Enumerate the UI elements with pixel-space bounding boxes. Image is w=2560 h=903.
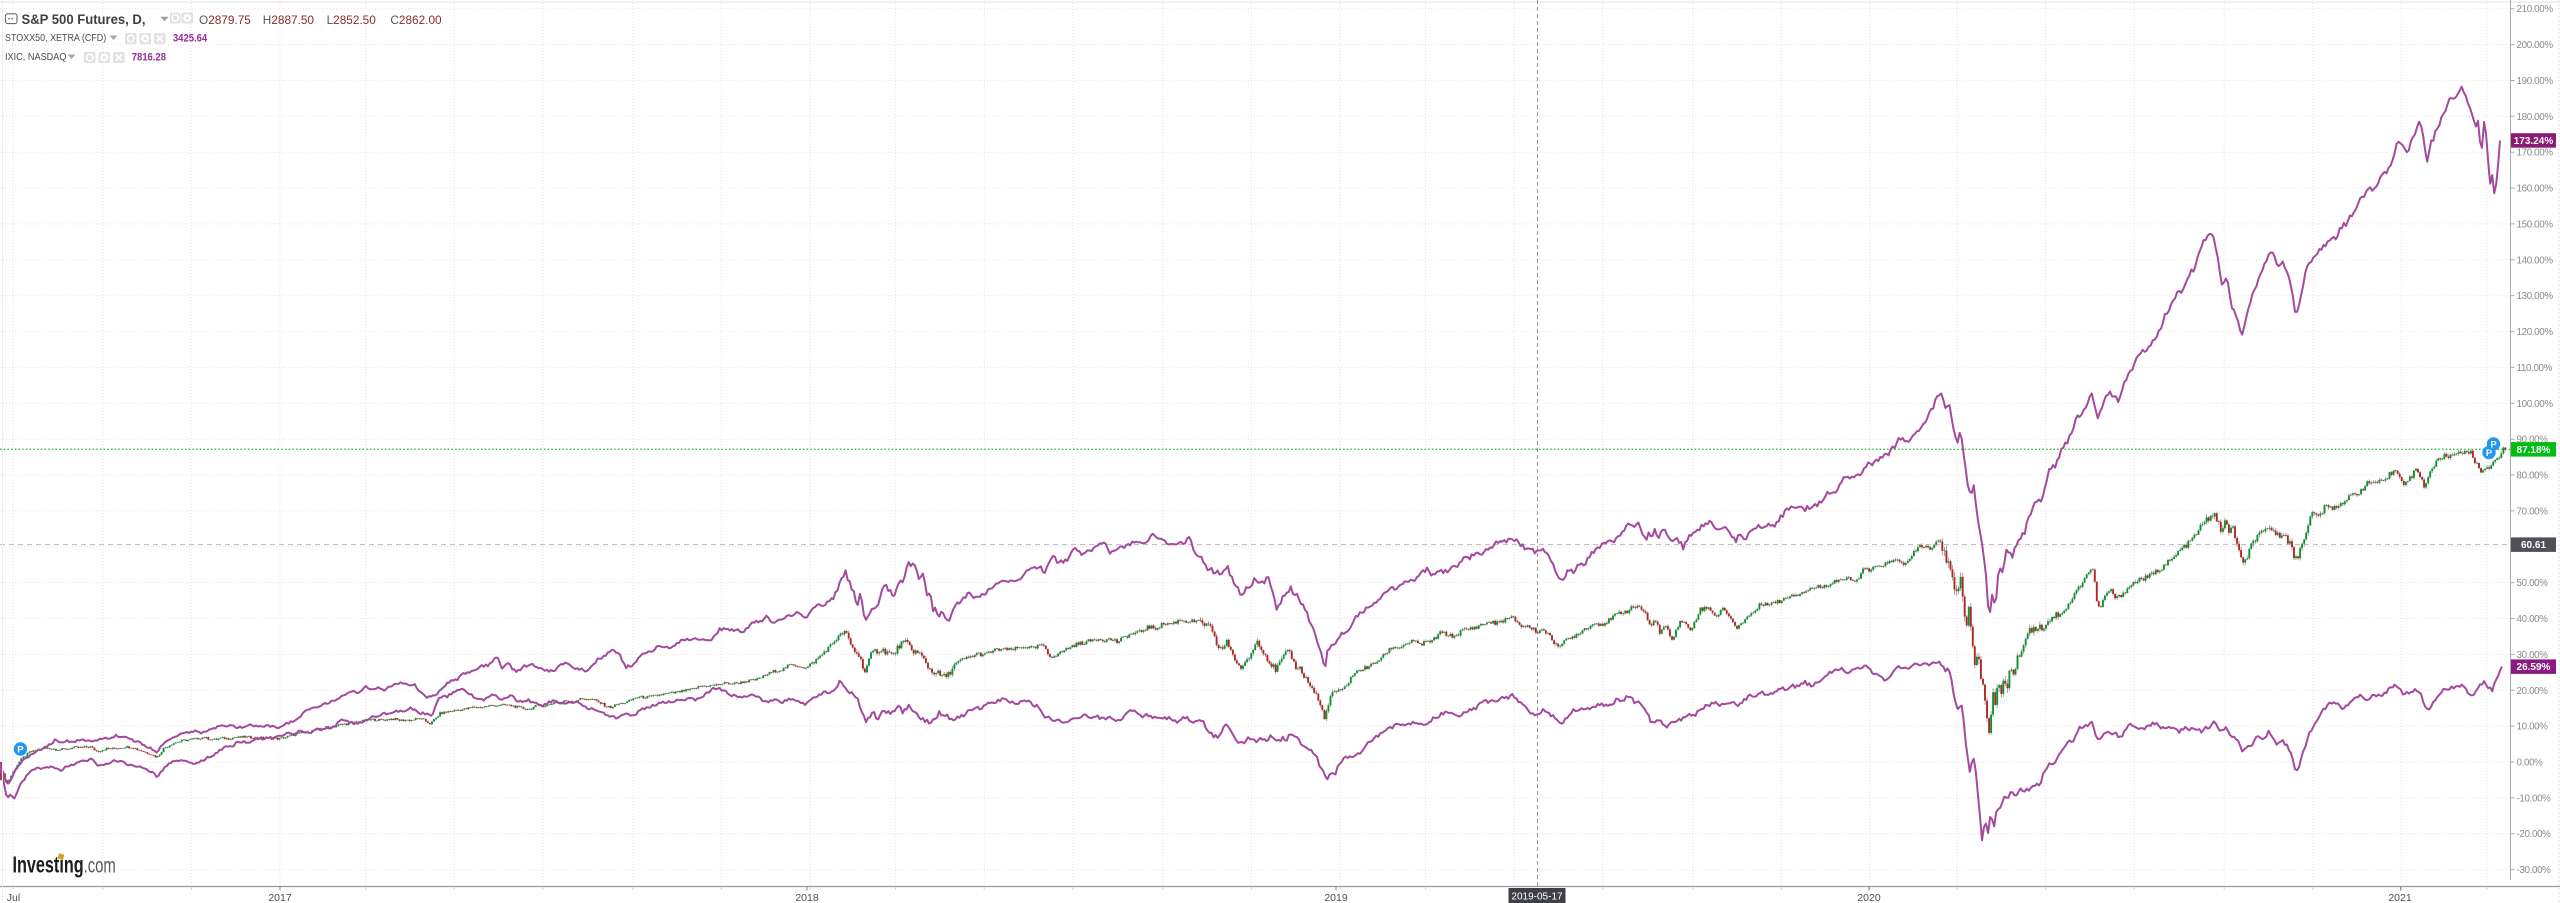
svg-text:2017: 2017 (268, 892, 292, 903)
svg-text:173.24%: 173.24% (2514, 136, 2554, 147)
svg-text:150.00%: 150.00% (2517, 219, 2554, 230)
svg-text:200.00%: 200.00% (2517, 40, 2554, 51)
svg-text:20.00%: 20.00% (2517, 686, 2549, 697)
svg-text:60.61: 60.61 (2521, 540, 2546, 551)
svg-text:190.00%: 190.00% (2517, 76, 2554, 87)
svg-text:P: P (2486, 448, 2493, 459)
svg-text:140.00%: 140.00% (2517, 255, 2554, 266)
svg-text:100.00%: 100.00% (2517, 399, 2554, 410)
svg-text:H2887.50: H2887.50 (263, 13, 315, 27)
svg-text:10.00%: 10.00% (2517, 722, 2549, 733)
svg-text:50.00%: 50.00% (2517, 578, 2549, 589)
svg-text:O2879.75: O2879.75 (199, 13, 251, 27)
svg-text:170.00%: 170.00% (2517, 148, 2554, 159)
svg-text:STOXX50, XETRA (CFD): STOXX50, XETRA (CFD) (5, 33, 106, 44)
svg-text:7816.28: 7816.28 (132, 52, 166, 64)
svg-text:P: P (2490, 439, 2497, 450)
svg-text:80.00%: 80.00% (2517, 471, 2549, 482)
svg-text:L2852.50: L2852.50 (327, 13, 377, 27)
svg-text:C2862.00: C2862.00 (390, 13, 442, 27)
svg-text:3425.64: 3425.64 (173, 33, 207, 45)
svg-text:2019: 2019 (1324, 892, 1348, 903)
svg-text:-30.00%: -30.00% (2517, 865, 2552, 876)
svg-text:110.00%: 110.00% (2517, 363, 2553, 374)
svg-text:IXIC, NASDAQ: IXIC, NASDAQ (5, 52, 67, 63)
svg-text:2019-05-17: 2019-05-17 (1511, 891, 1563, 902)
svg-text:2021: 2021 (2388, 892, 2412, 903)
svg-text:Jul: Jul (7, 892, 20, 903)
svg-text:160.00%: 160.00% (2517, 184, 2554, 195)
svg-text:-20.00%: -20.00% (2517, 829, 2552, 840)
svg-text:120.00%: 120.00% (2517, 327, 2554, 338)
svg-text:210.00%: 210.00% (2517, 4, 2554, 15)
svg-text:70.00%: 70.00% (2517, 506, 2549, 517)
svg-text:90.00%: 90.00% (2517, 435, 2549, 446)
svg-text:2018: 2018 (795, 892, 819, 903)
svg-text:S&P 500 Futures, D,: S&P 500 Futures, D, (22, 12, 146, 27)
svg-text:40.00%: 40.00% (2517, 614, 2549, 625)
svg-text:0.00%: 0.00% (2517, 758, 2544, 769)
svg-text:26.59%: 26.59% (2517, 662, 2551, 673)
svg-text:Investing.com: Investing.com (13, 853, 116, 879)
svg-text:130.00%: 130.00% (2517, 291, 2554, 302)
svg-text:30.00%: 30.00% (2517, 650, 2549, 661)
svg-text:2020: 2020 (1857, 892, 1881, 903)
svg-text:P: P (17, 744, 24, 755)
svg-text:180.00%: 180.00% (2517, 112, 2554, 123)
svg-text:-10.00%: -10.00% (2517, 793, 2552, 804)
svg-text:87.18%: 87.18% (2517, 445, 2551, 456)
